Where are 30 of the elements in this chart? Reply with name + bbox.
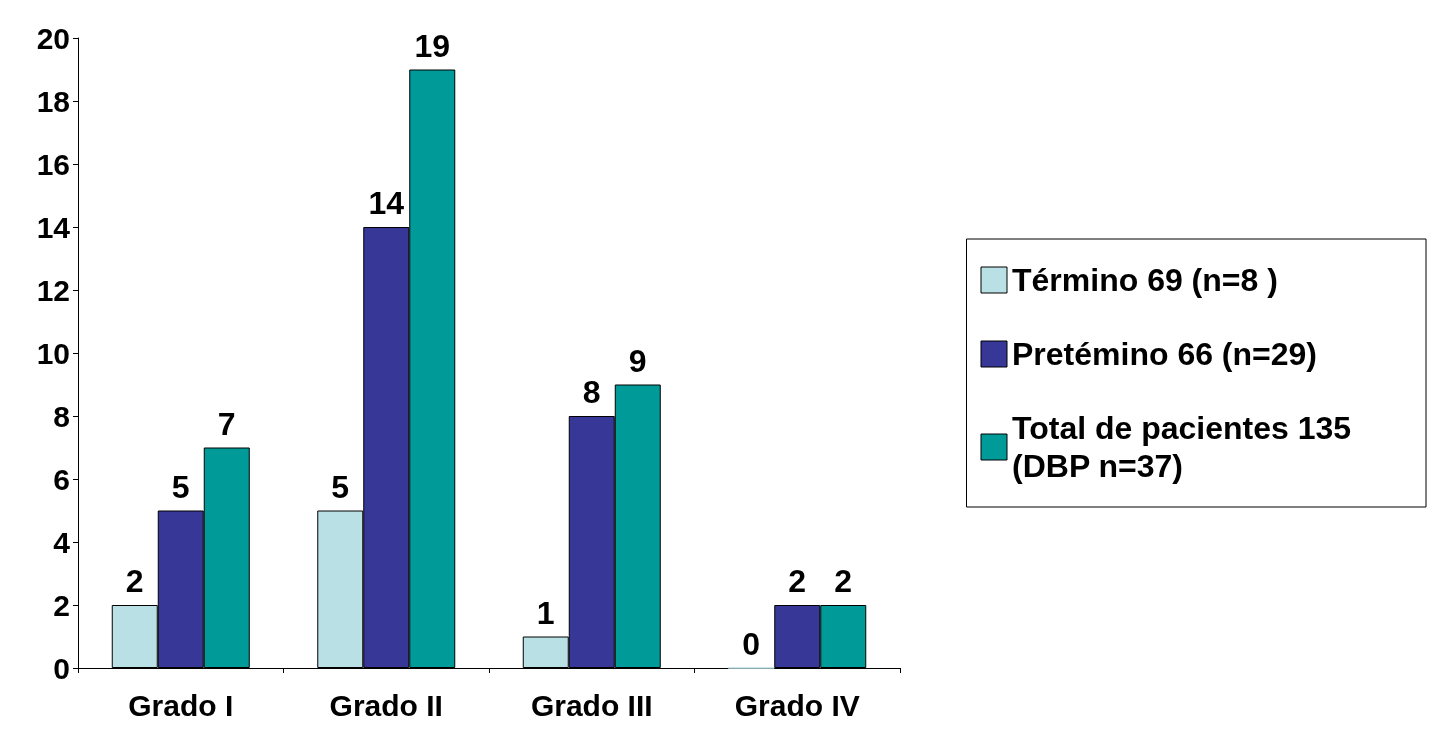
data-label: 1 bbox=[536, 594, 555, 631]
y-tick-label: 6 bbox=[53, 462, 70, 496]
data-label: 2 bbox=[788, 563, 807, 599]
data-label: 5 bbox=[171, 468, 190, 505]
legend-label: Pretémino 66 (n=29) bbox=[1012, 336, 1317, 372]
data-label: 9 bbox=[628, 342, 647, 379]
data-label: 14 bbox=[368, 185, 405, 221]
data-label: 8 bbox=[582, 374, 601, 410]
y-tick-label: 12 bbox=[36, 273, 70, 307]
x-tick-label: Grado I bbox=[128, 688, 234, 722]
data-label: 5 bbox=[331, 468, 350, 505]
y-tick-label: 16 bbox=[36, 147, 70, 181]
data-label: 0 bbox=[742, 625, 761, 662]
data-label: 2 bbox=[834, 563, 853, 599]
legend-label: Término 69 (n=8 ) bbox=[1012, 262, 1278, 298]
x-tick-label: Grado II bbox=[329, 688, 443, 722]
y-tick-label: 8 bbox=[53, 399, 70, 433]
data-label: 7 bbox=[217, 405, 236, 442]
legend-label: Total de pacientes 135 (DBP n=37) bbox=[1012, 410, 1360, 484]
y-tick-label: 0 bbox=[53, 651, 70, 685]
y-tick-label: 14 bbox=[36, 210, 71, 244]
data-label: 2 bbox=[125, 563, 144, 599]
data-label: 19 bbox=[414, 27, 451, 64]
x-tick-label: Grado III bbox=[530, 688, 653, 722]
y-tick-label: 4 bbox=[53, 525, 71, 559]
y-tick-label: 10 bbox=[36, 336, 70, 370]
x-tick-label: Grado IV bbox=[734, 688, 860, 722]
y-tick-label: 2 bbox=[53, 588, 70, 622]
y-tick-label: 20 bbox=[36, 21, 70, 55]
y-tick-label: 18 bbox=[36, 84, 70, 118]
